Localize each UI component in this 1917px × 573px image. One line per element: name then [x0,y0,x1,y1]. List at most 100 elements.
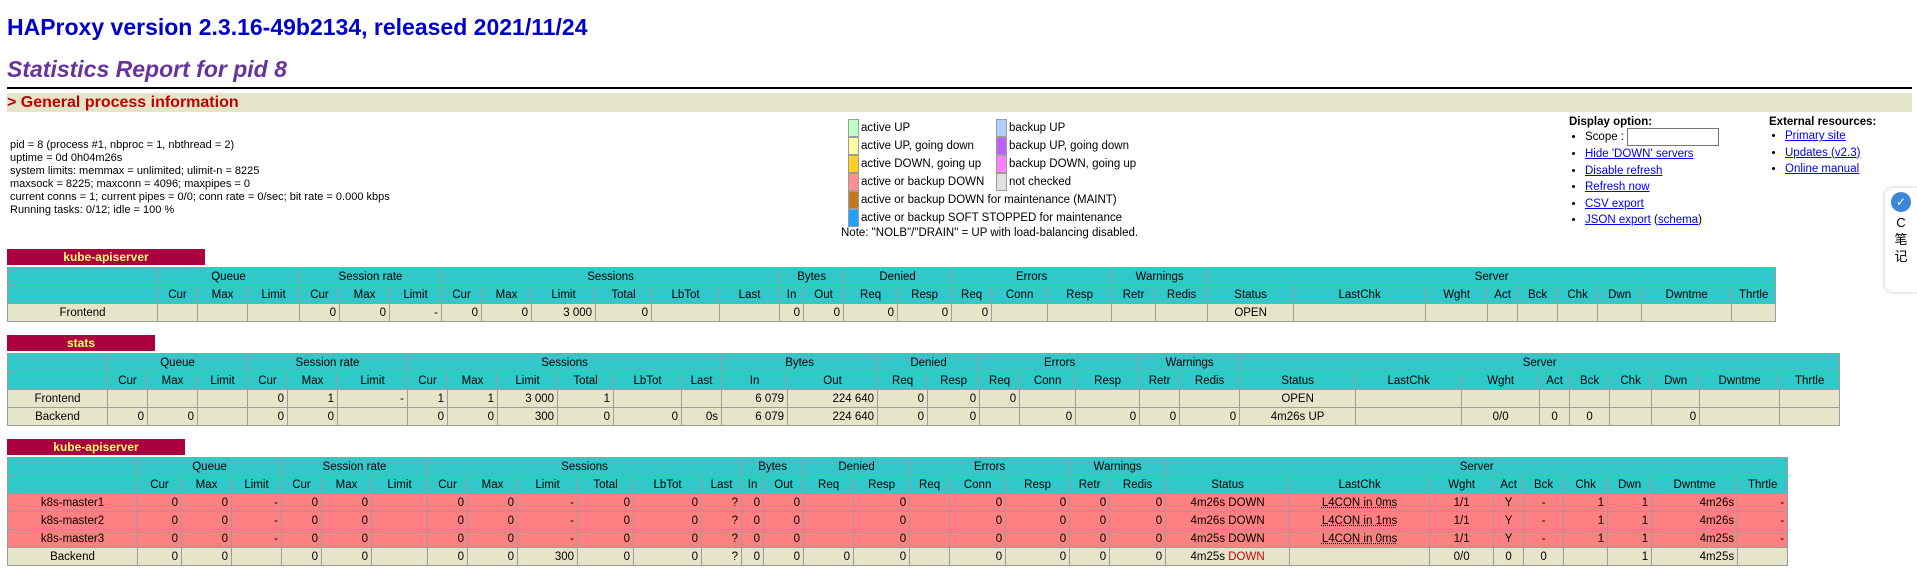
cell-chk [1609,407,1653,426]
schema-link[interactable]: schema [1657,214,1699,226]
proxy-name[interactable]: stats [7,335,155,351]
column-header: Max [339,285,390,304]
column-header: Bck [1517,285,1559,304]
column-group-header: Session rate [280,457,429,476]
row-name[interactable]: Frontend [7,389,108,408]
cell-dwntme [1699,407,1781,426]
column-group-header: Server [1165,457,1789,476]
cell-lastchk [1293,303,1427,322]
column-group-header: Denied [803,457,911,476]
disable-refresh-link[interactable]: Disable refresh [1585,164,1663,177]
proxy-stats-table: Queue Session rate Sessions Bytes Denied Erro… [7,353,1841,426]
column-group-header: Sessions [407,353,723,372]
column-header: Retr [1069,475,1111,494]
row-name[interactable]: Backend [7,547,138,566]
column-header: Act [1487,285,1519,304]
cell-resp: 0 [853,547,911,566]
column-header: Total [557,371,615,390]
cell-max: 0 [321,511,372,530]
row-name[interactable]: k8s-master2 [7,511,138,530]
column-header: LbTot [633,475,703,494]
legend-item: not checked [996,173,1071,191]
cell-conn: 0 [1019,407,1077,426]
json-export-link[interactable]: JSON export [1585,214,1651,226]
cell-thrtle [1779,389,1841,408]
cell-bck [1517,303,1559,322]
cell-bck: - [1523,511,1565,530]
cell-bck: - [1523,493,1565,512]
csv-export-link[interactable]: CSV export [1585,197,1644,210]
table-row: k8s-master3 0 0-0 0 0 0-0 0? 0 0 0 0 0 0 0 4m25s DOWN L… [7,529,1789,548]
column-header: Wght [1461,371,1541,390]
cell-max [147,389,198,408]
column-header: Cur [137,475,182,494]
header-corner [7,371,108,390]
column-header: Wght [1425,285,1489,304]
legend-label: active UP, going down [861,140,974,153]
cell-lastchk[interactable]: L4CON in 0ms [1289,493,1431,512]
display-options: Display option: Scope : Hide 'DOWN' serv… [1569,116,1720,229]
cell-req: 0 [803,547,855,566]
updates-link[interactable]: Updates (v2.3) [1785,146,1861,159]
cell-dwntme [1641,303,1733,322]
cell-lbtot: 0 [633,493,703,512]
cell-chk: 1 [1563,529,1609,548]
scope-item: Scope : [1585,128,1720,146]
cell-max: 0 [467,493,519,512]
cell-limit [231,547,282,566]
row-name[interactable]: k8s-master1 [7,493,138,512]
cell-last [719,303,781,322]
proxy-name[interactable]: kube-apiserver [7,439,185,455]
row-name[interactable]: Backend [7,407,108,426]
cell-limit [247,303,300,322]
column-header: Dwn [1597,285,1643,304]
cell-cur: 0 [427,493,469,512]
cell-conn: 0 [949,547,1007,566]
column-header: Req [843,285,899,304]
legend-swatch [996,155,1007,173]
cell-req [803,493,855,512]
cell-lastchk[interactable]: L4CON in 1ms [1289,511,1431,530]
row-name[interactable]: Frontend [7,303,158,322]
column-header: Bck [1569,371,1611,390]
cell-lastchk[interactable]: L4CON in 0ms [1289,529,1431,548]
cell-status: OPEN [1207,303,1295,322]
proxy-name[interactable]: kube-apiserver [7,249,205,265]
column-header: Status [1239,371,1357,390]
scope-input[interactable] [1627,128,1720,146]
section-title: > General process information [7,94,239,111]
cell-total: 0 [557,407,615,426]
refresh-now-link[interactable]: Refresh now [1585,181,1650,193]
column-header: Req [979,371,1021,390]
header-corner [7,285,158,304]
column-header: Req [909,475,951,494]
column-header: Cur [441,285,483,304]
cell-lbtot: 0 [613,407,683,426]
column-header: Conn [1019,371,1077,390]
cell-limit: - [231,529,282,548]
cell-resp: 0 [1005,547,1071,566]
cell-redis: 0 [1109,511,1167,530]
cell-max: 0 [467,511,519,530]
column-header: Limit [247,285,300,304]
cell-dwntme [1699,389,1781,408]
hide-down-servers-link[interactable]: Hide 'DOWN' servers [1585,148,1694,160]
header-corner [7,457,138,476]
online-manual-link[interactable]: Online manual [1785,163,1860,175]
notes-side-button[interactable]: ✓ C 笔 记 [1885,188,1917,292]
cell-conn [991,303,1049,322]
column-group-header: Denied [843,267,953,286]
column-header: Chk [1609,371,1653,390]
row-name[interactable]: k8s-master3 [7,529,138,548]
cell-limit [197,389,248,408]
primary-site-link[interactable]: Primary site [1785,130,1846,142]
column-header: Limit [197,371,248,390]
cell-cur: 0 [427,547,469,566]
cell-resp: 0 [897,303,953,322]
cell-conn: 0 [949,529,1007,548]
display-options-title: Display option: [1569,116,1653,128]
column-group-header: Warnings [1111,267,1209,286]
cell-req: 0 [877,389,929,408]
column-header: Thrtle [1731,285,1777,304]
column-header: Conn [949,475,1007,494]
